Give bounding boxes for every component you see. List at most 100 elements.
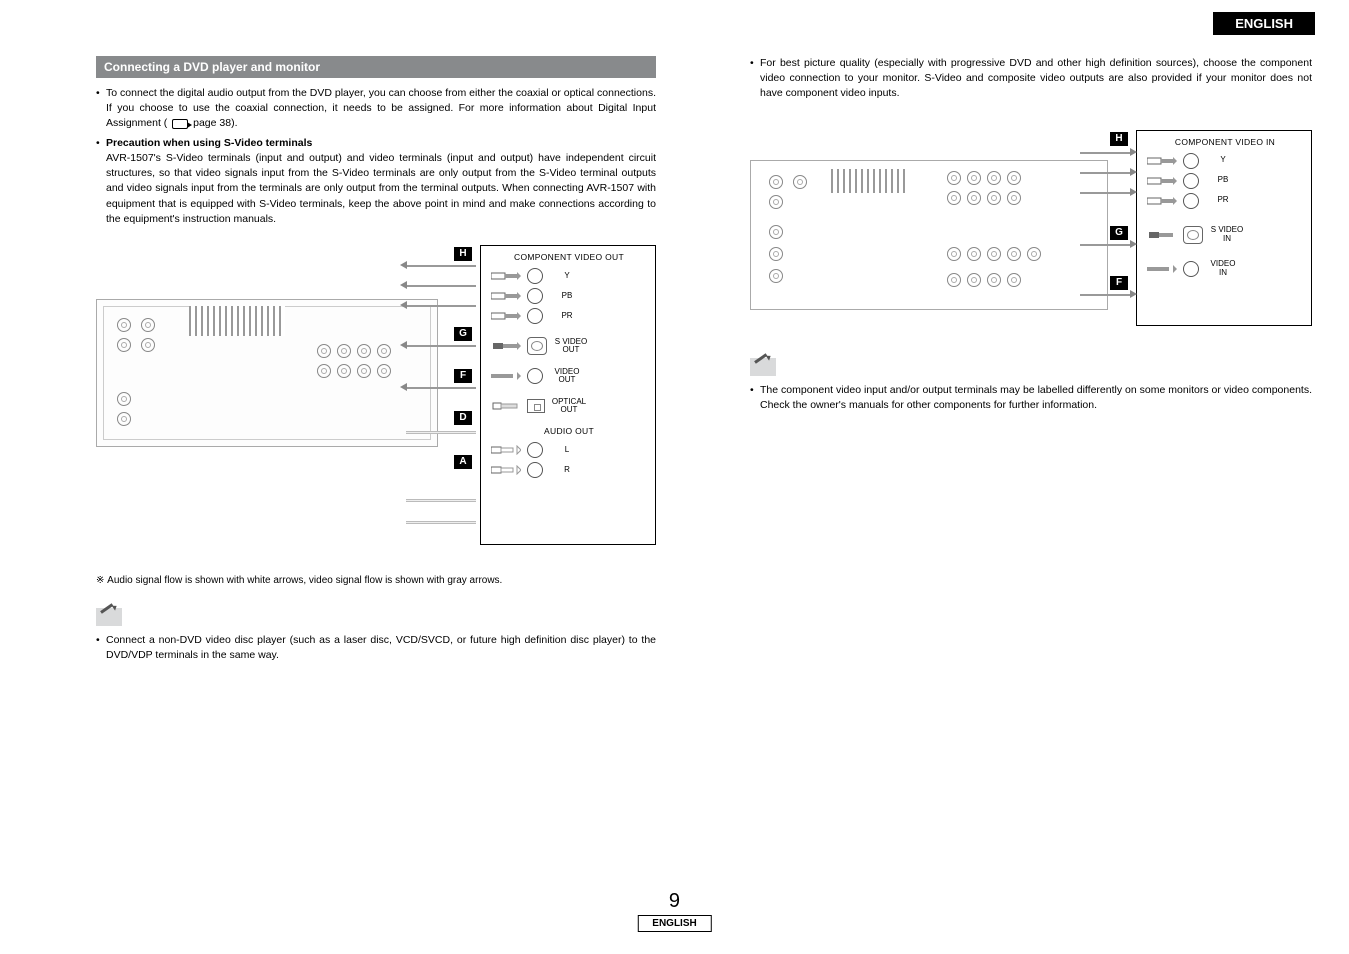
lb-row-svideo: S VIDEOOUT (491, 336, 647, 356)
rca-jack (357, 344, 371, 358)
lb-row-audio-r: R (491, 460, 647, 480)
rca-jack (967, 191, 981, 205)
rca-jack (769, 225, 783, 239)
badge-h: H (1110, 132, 1128, 146)
rca-jack (769, 195, 783, 209)
flow-note-text: Audio signal flow is shown with white ar… (107, 575, 502, 586)
lb-row-y: Y (1147, 151, 1303, 171)
rca-jack (1007, 171, 1021, 185)
flow-legend: ※ Audio signal flow is shown with white … (96, 575, 656, 586)
p2-text: AVR-1507's S-Video terminals (input and … (106, 152, 656, 225)
cable-plug-icon (491, 445, 521, 455)
page-ref-icon (172, 119, 188, 129)
arrow-right-icon (1130, 290, 1137, 298)
bullet-dot: • (750, 383, 760, 413)
jack-label: S VIDEOOUT (553, 338, 589, 355)
lb-row-pr: PR (491, 306, 647, 326)
rca-grid (947, 171, 1023, 207)
cable-line (406, 431, 476, 434)
vent-slots (189, 306, 285, 336)
s: OUT (559, 375, 576, 384)
bullet-dot: • (750, 56, 760, 102)
pencil-icon (750, 358, 776, 376)
jack-label: OPTICALOUT (551, 398, 587, 415)
left-precaution: • Precaution when using S-Video terminal… (96, 136, 656, 227)
cable-line (406, 521, 476, 524)
rca-jack (141, 338, 155, 352)
lb-row-y: Y (491, 266, 647, 286)
rca-jack (967, 171, 981, 185)
jack-label: Y (1205, 156, 1241, 164)
rca-jack (769, 175, 783, 189)
badge-f: F (1110, 276, 1128, 290)
page-number: 9 (637, 890, 711, 913)
cable-line (1080, 294, 1130, 296)
cable-plug-icon (1147, 230, 1177, 240)
rca-jack (317, 364, 331, 378)
connector-label-box: COMPONENT VIDEO IN Y PB PR S VIDEOIN (1136, 130, 1312, 326)
rca-jack-icon (527, 442, 543, 458)
rca-jack (967, 247, 981, 261)
cable-plug-icon (1147, 196, 1177, 206)
jack-label: PR (1205, 196, 1241, 204)
jack-label: Y (549, 272, 585, 280)
cable-line (1080, 192, 1130, 194)
cable-plug-icon (491, 341, 521, 351)
jack-label: PB (549, 292, 585, 300)
s: OUT (563, 345, 580, 354)
cable-plug-icon (491, 371, 521, 381)
lb-row-pb: PB (491, 286, 647, 306)
cable-plug-icon (1147, 176, 1177, 186)
rca-row (947, 247, 1043, 261)
rca-jack (1007, 191, 1021, 205)
tip-text: Connect a non-DVD video disc player (suc… (106, 633, 656, 663)
cable-plug-icon (491, 271, 521, 281)
optical-jack-icon (527, 399, 545, 413)
rca-jack-icon (527, 308, 543, 324)
cable-plug-icon (1147, 156, 1177, 166)
rca-jack-icon (1183, 193, 1199, 209)
lb-row-audio-l: L (491, 440, 647, 460)
badge-g: G (454, 327, 472, 341)
right-diagram: COMPONENT VIDEO IN Y PB PR S VIDEOIN (750, 130, 1312, 336)
cable-plug-icon (491, 465, 521, 475)
rca-jack-icon (527, 368, 543, 384)
jack-label: PB (1205, 176, 1241, 184)
asterisk-icon: ※ (96, 575, 107, 586)
rca-jack (987, 171, 1001, 185)
rca-jack (947, 191, 961, 205)
cable-plug-icon (1147, 264, 1177, 274)
badge-g: G (1110, 226, 1128, 240)
left-tip-block: • Connect a non-DVD video disc player (s… (96, 608, 656, 663)
rca-jack (947, 171, 961, 185)
rca-jack (377, 364, 391, 378)
jack-label: VIDEOIN (1205, 260, 1241, 277)
left-diagram: COMPONENT VIDEO OUT Y PB PR S VID (96, 245, 656, 557)
lb-row-pb: PB (1147, 171, 1303, 191)
badge-d: D (454, 411, 472, 425)
lb-row-optical: OPTICALOUT (491, 396, 647, 416)
lb-row-video: VIDEOOUT (491, 366, 647, 386)
rca-jack (377, 344, 391, 358)
s: OUT (561, 405, 578, 414)
connector-label-box: COMPONENT VIDEO OUT Y PB PR S VID (480, 245, 656, 545)
rca-jack (987, 247, 1001, 261)
right-tip-block: • The component video input and/or outpu… (750, 358, 1312, 413)
cable-line (406, 305, 476, 307)
cable-plug-icon (491, 311, 521, 321)
pencil-icon (96, 608, 122, 626)
rca-jack (317, 344, 331, 358)
rca-jack (1007, 247, 1021, 261)
rca-jack (117, 318, 131, 332)
p1-pageref: page 38). (193, 117, 237, 129)
cable-line (406, 285, 476, 287)
rca-jack (357, 364, 371, 378)
right-tip: • The component video input and/or outpu… (750, 383, 1312, 413)
bullet-text: For best picture quality (especially wit… (760, 56, 1312, 102)
rca-jack (117, 338, 131, 352)
page-language-box: ENGLISH (637, 915, 711, 932)
s: IN (1219, 268, 1227, 277)
arrow-left-icon (400, 383, 407, 391)
bullet-dot: • (96, 633, 106, 663)
arrow-right-icon (1130, 148, 1137, 156)
